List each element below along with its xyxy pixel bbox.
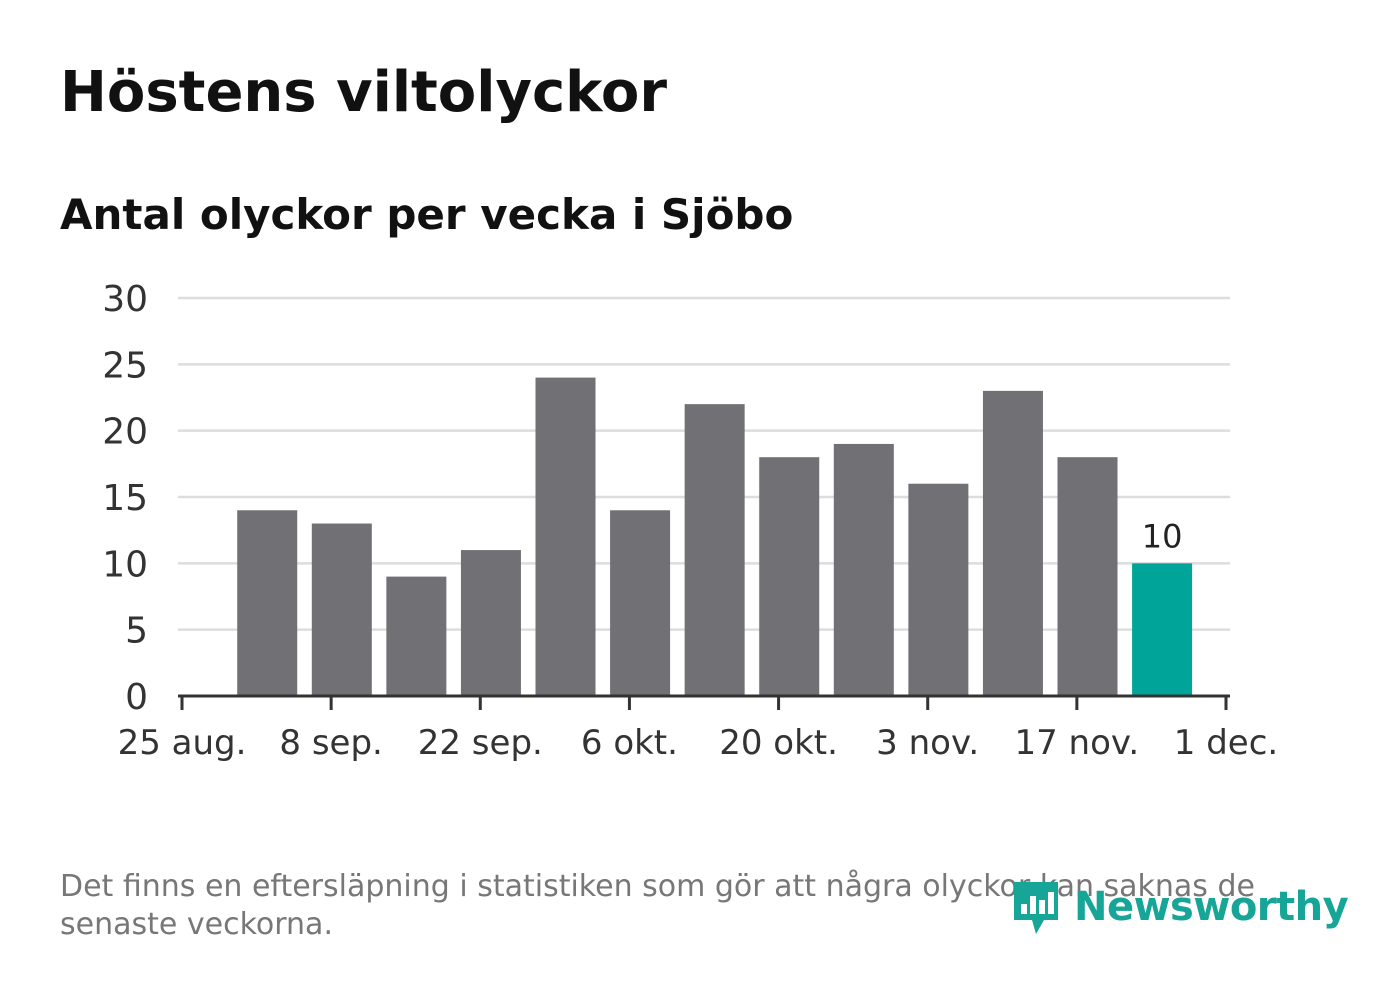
bar-2019-09-16 (386, 576, 447, 696)
bar-2019-09-30 (535, 377, 596, 696)
x-tick-label: 25 aug. (118, 723, 247, 763)
bar-chart: 0 5 10 15 20 25 30 10 25 aug. 8 sep. 22 sep. 6 ok… (102, 279, 1278, 763)
bar-2019-09-23 (460, 550, 521, 696)
bar-2019-10-21 (759, 457, 820, 696)
bar-2019-10-07 (610, 510, 671, 696)
x-tick-label: 8 sep. (279, 723, 382, 763)
bar-2019-11-25 (1132, 563, 1193, 696)
y-tick-label: 25 (102, 345, 148, 386)
newsworthy-logo-icon (1014, 882, 1058, 934)
x-tick-label: 20 okt. (719, 723, 838, 763)
bar-2019-11-11 (982, 390, 1043, 696)
bar-2019-11-04 (908, 483, 969, 696)
y-tick-label: 15 (102, 478, 148, 519)
y-axis: 0 5 10 15 20 25 30 (102, 279, 148, 718)
logo-text: Newsworthy (1074, 884, 1349, 930)
bar-2019-11-18 (1057, 457, 1118, 696)
data-labels: 10 (1142, 517, 1183, 555)
x-axis: 25 aug. 8 sep. 22 sep. 6 okt. 20 okt. 3 nov. 1… (118, 694, 1278, 763)
chart-subtitle: Antal olyckor per vecka i Sjöbo (60, 190, 794, 239)
bar-2019-10-14 (684, 404, 745, 696)
x-tick-label: 6 okt. (581, 723, 678, 763)
newsworthy-logo: Newsworthy (1010, 876, 1349, 938)
chart-title: Höstens viltolyckor (60, 60, 667, 125)
x-tick-label: 3 nov. (876, 723, 979, 763)
y-tick-label: 5 (125, 611, 148, 652)
bar-2019-09-09 (311, 523, 372, 696)
bar-2019-09-02 (237, 510, 298, 696)
y-tick-label: 30 (102, 279, 148, 320)
bar-2019-10-28 (833, 443, 894, 696)
x-tick-label: 1 dec. (1174, 723, 1278, 763)
y-tick-label: 20 (102, 412, 148, 453)
y-tick-label: 0 (125, 677, 148, 718)
bars (237, 377, 1193, 696)
x-tick-label: 22 sep. (418, 723, 543, 763)
x-tick-label: 17 nov. (1014, 723, 1139, 763)
y-tick-label: 10 (102, 544, 148, 585)
data-label: 10 (1142, 517, 1183, 555)
